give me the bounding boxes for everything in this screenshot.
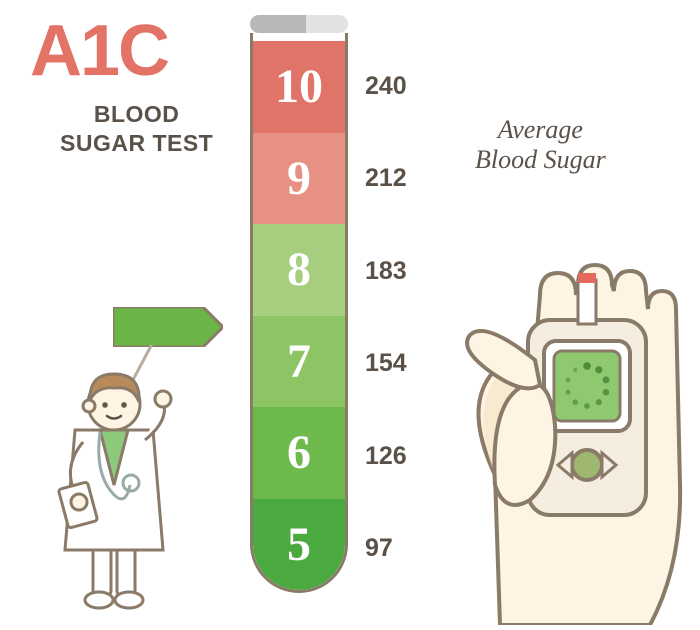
tube-segment-9: 9 <box>253 133 345 225</box>
tube-segment-6: 6 <box>253 407 345 499</box>
average-values-column: 24021218315412697 <box>365 40 425 595</box>
tube-segment-7: 7 <box>253 316 345 408</box>
avg-title-line2: Blood Sugar <box>475 145 606 174</box>
title-a1c: A1C <box>30 10 168 92</box>
test-tube-cap <box>250 15 348 33</box>
avg-value-5: 97 <box>365 503 425 596</box>
tube-segment-5: 5 <box>253 499 345 591</box>
doctor-illustration <box>45 350 185 610</box>
hand-with-glucometer <box>440 225 690 625</box>
subtitle-line1: BLOOD <box>94 101 180 127</box>
subtitle-line2: SUGAR TEST <box>60 130 213 156</box>
subtitle-blood-sugar-test: BLOOD SUGAR TEST <box>60 100 213 158</box>
average-blood-sugar-title: Average Blood Sugar <box>475 115 606 175</box>
test-tube: 1098765 <box>250 15 348 605</box>
avg-value-7: 154 <box>365 318 425 411</box>
avg-title-line1: Average <box>498 115 583 144</box>
test-tube-body: 1098765 <box>250 33 348 593</box>
tube-segment-10: 10 <box>253 41 345 133</box>
avg-value-8: 183 <box>365 225 425 318</box>
avg-value-9: 212 <box>365 133 425 226</box>
avg-value-6: 126 <box>365 410 425 503</box>
tube-segment-8: 8 <box>253 224 345 316</box>
good-sign: GOOD <box>113 307 223 347</box>
avg-value-10: 240 <box>365 40 425 133</box>
